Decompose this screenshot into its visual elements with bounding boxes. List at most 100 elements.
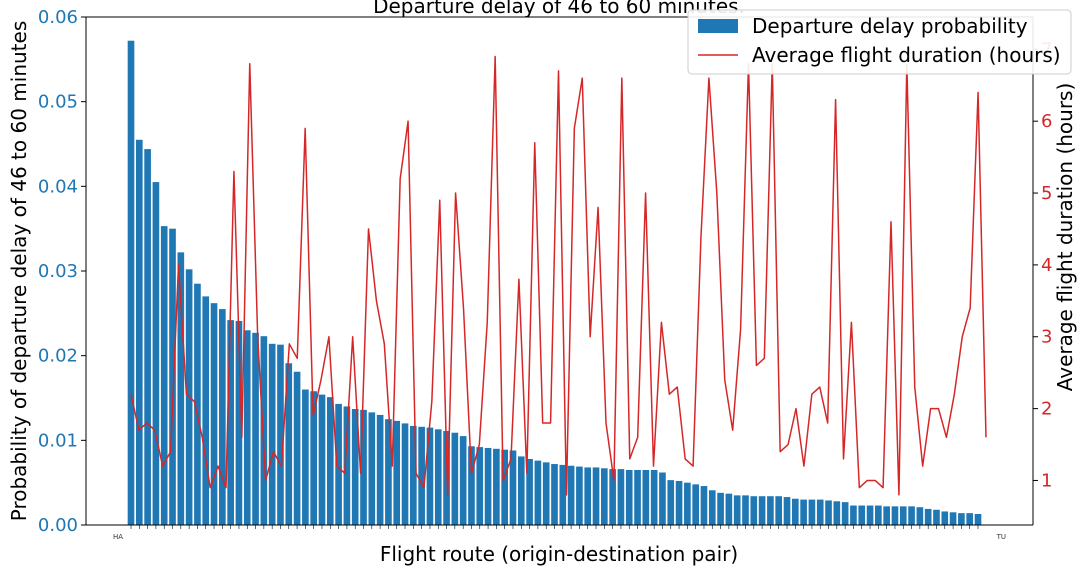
legend-line-label: Average flight duration (hours) (752, 43, 1061, 67)
bar (958, 513, 965, 525)
bar (210, 303, 218, 525)
y-tick-label: 0.05 (38, 92, 78, 113)
bar (277, 344, 284, 525)
bar (750, 496, 758, 525)
bar (302, 389, 309, 525)
bar (310, 391, 317, 525)
bar (451, 432, 459, 525)
y-tick-label: 0.06 (38, 7, 78, 28)
bar (351, 409, 359, 525)
y-tick-label: 0.04 (38, 176, 78, 197)
y-tick-label: 0.01 (38, 430, 78, 451)
bar (268, 343, 276, 525)
bar (966, 513, 974, 525)
bar (808, 499, 816, 525)
bar (559, 464, 567, 525)
bar (933, 509, 940, 525)
bar (891, 506, 899, 525)
bar (194, 283, 201, 525)
bar (127, 40, 135, 526)
bar (493, 448, 500, 525)
legend: Departure delay probability Average flig… (687, 9, 1072, 75)
bar (501, 449, 508, 525)
x-tick-label-first: HA (113, 533, 123, 541)
y2-axis-title: Average flight duration (hours) (1053, 83, 1077, 392)
ticks-layer: 0.000.010.020.030.040.050.061234567 (38, 7, 1053, 536)
bars-layer (127, 40, 982, 526)
bar (135, 139, 143, 525)
bar (343, 406, 351, 525)
bar (717, 492, 724, 525)
bar (484, 447, 492, 525)
bar (376, 414, 384, 525)
bar (634, 469, 641, 525)
y-tick-label: 0.00 (38, 515, 78, 536)
bar (418, 426, 425, 525)
bar (767, 496, 774, 525)
bar (243, 330, 251, 525)
bar (219, 309, 226, 525)
y2-tick-label: 3 (1041, 327, 1052, 348)
bar (144, 149, 151, 525)
bar (517, 456, 525, 525)
bar (601, 468, 608, 525)
duration-line (130, 55, 987, 496)
x-tick-label-last: TU (996, 533, 1006, 541)
bar (908, 506, 915, 525)
bar (385, 419, 392, 525)
bar (177, 252, 185, 525)
bar (875, 505, 882, 525)
bar (542, 462, 550, 525)
bar (335, 403, 342, 525)
bar (949, 512, 957, 525)
bar (318, 394, 326, 525)
bar (692, 484, 699, 525)
bar (725, 493, 733, 525)
bar (468, 446, 475, 525)
bar (783, 497, 791, 525)
legend-frame (687, 9, 1072, 75)
bar (700, 486, 708, 525)
y-tick-label: 0.02 (38, 346, 78, 367)
bar (360, 409, 367, 525)
bar (974, 513, 982, 525)
y2-tick-label: 6 (1041, 111, 1052, 132)
bar (791, 498, 799, 525)
y2-tick-label: 2 (1041, 399, 1052, 420)
bar (742, 495, 749, 525)
bar (410, 425, 417, 525)
bar (708, 490, 716, 525)
bar (800, 499, 807, 525)
bar (899, 506, 907, 525)
legend-bar-swatch (698, 19, 738, 33)
bar (858, 505, 866, 525)
chart-title: Departure delay of 46 to 60 minutes. (373, 0, 745, 18)
bar (252, 332, 259, 525)
bar (850, 505, 857, 525)
bar (152, 182, 160, 525)
bar (368, 412, 376, 525)
line-layer (130, 55, 987, 496)
bar (169, 228, 176, 526)
bar (285, 363, 293, 525)
bar (625, 469, 633, 525)
y2-tick-label: 1 (1041, 470, 1052, 491)
bar (509, 450, 517, 525)
bar (775, 496, 783, 525)
bar (584, 467, 592, 525)
y-axis-title: Probability of departure delay of 46 to … (7, 21, 31, 522)
bar (659, 472, 666, 525)
bar (160, 226, 168, 525)
bar (526, 458, 533, 525)
bar (758, 496, 766, 525)
bar (551, 464, 558, 525)
bar (667, 480, 675, 525)
bar (883, 506, 890, 525)
bar (841, 502, 849, 525)
y2-tick-label: 5 (1041, 183, 1052, 204)
bar (227, 320, 234, 525)
bar (202, 296, 210, 525)
bar (293, 371, 301, 525)
bar (866, 505, 874, 525)
